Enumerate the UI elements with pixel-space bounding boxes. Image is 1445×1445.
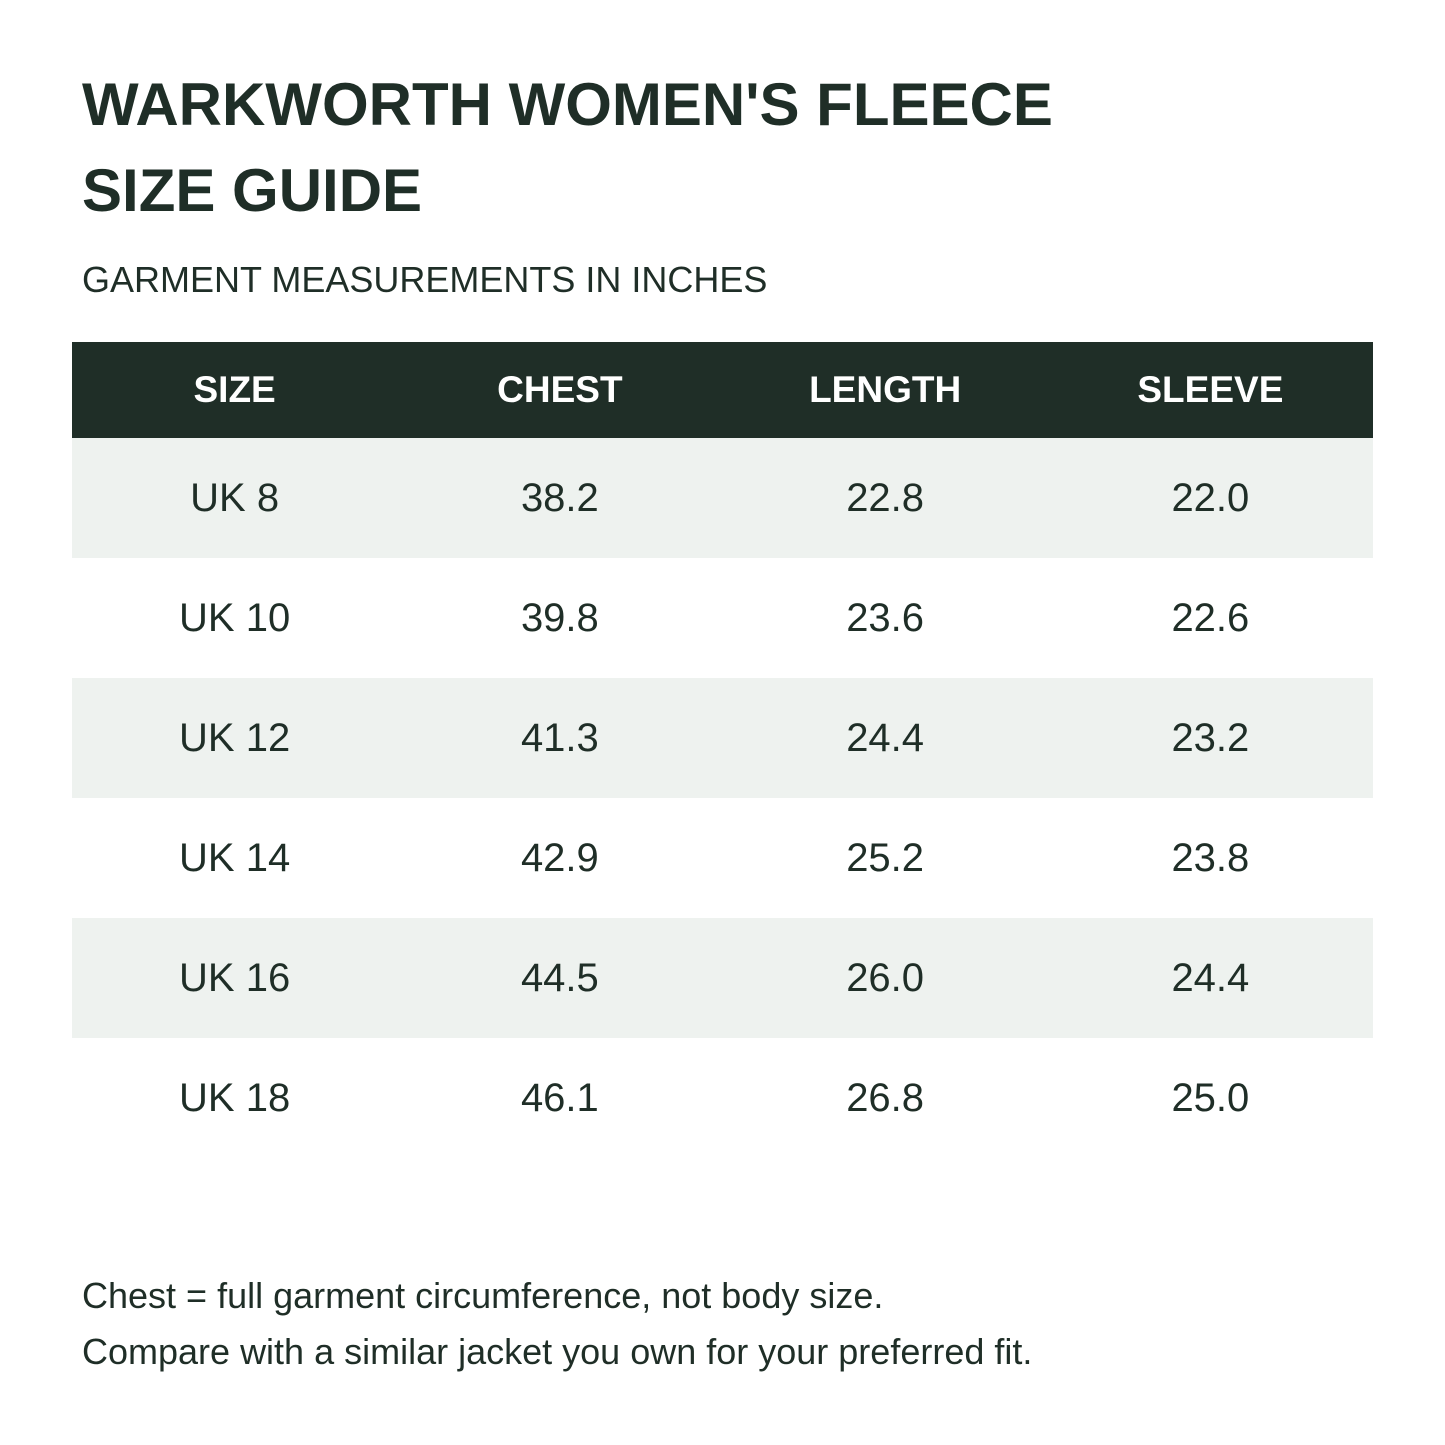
length-cell: 22.8	[722, 438, 1048, 558]
sleeve-cell: 22.0	[1047, 438, 1373, 558]
chest-cell: 41.3	[397, 678, 723, 798]
header-row: SIZE CHEST LENGTH SLEEVE	[72, 342, 1373, 438]
page-title: WARKWORTH WOMEN'S FLEECE SIZE GUIDE	[82, 62, 1053, 234]
chest-note: Chest = full garment circumference, not …	[82, 1275, 884, 1316]
table-row: UK 18 46.1 26.8 25.0	[72, 1038, 1373, 1158]
sleeve-cell: 24.4	[1047, 918, 1373, 1038]
sleeve-cell: 23.2	[1047, 678, 1373, 798]
table-row: UK 16 44.5 26.0 24.4	[72, 918, 1373, 1038]
sleeve-cell: 23.8	[1047, 798, 1373, 918]
chest-cell: 39.8	[397, 558, 723, 678]
size-cell: UK 10	[72, 558, 398, 678]
size-cell: UK 18	[72, 1038, 398, 1158]
size-cell: UK 12	[72, 678, 398, 798]
size-table: SIZE CHEST LENGTH SLEEVE UK 8 38.2 22.8 …	[72, 342, 1373, 1158]
table-row: UK 8 38.2 22.8 22.0	[72, 438, 1373, 558]
table-row: UK 10 39.8 23.6 22.6	[72, 558, 1373, 678]
page-title-line-1: WARKWORTH WOMEN'S FLEECE	[82, 71, 1053, 138]
header-sleeve: SLEEVE	[1047, 342, 1373, 438]
sleeve-cell: 22.6	[1047, 558, 1373, 678]
size-cell: UK 8	[72, 438, 398, 558]
size-cell: UK 14	[72, 798, 398, 918]
length-cell: 26.0	[722, 918, 1048, 1038]
chest-cell: 38.2	[397, 438, 723, 558]
fit-comparison-note: Compare with a similar jacket you own fo…	[82, 1331, 1033, 1372]
length-cell: 24.4	[722, 678, 1048, 798]
header-chest: CHEST	[397, 342, 723, 438]
size-cell: UK 16	[72, 918, 398, 1038]
length-cell: 26.8	[722, 1038, 1048, 1158]
sleeve-cell: 25.0	[1047, 1038, 1373, 1158]
size-table-body: UK 8 38.2 22.8 22.0 UK 10 39.8 23.6 22.6…	[72, 438, 1373, 1158]
page-title-line-2: SIZE GUIDE	[82, 157, 423, 224]
header-size: SIZE	[72, 342, 398, 438]
header-length: LENGTH	[722, 342, 1048, 438]
measurement-units-subtitle: GARMENT MEASUREMENTS IN INCHES	[82, 259, 768, 300]
table-row: UK 12 41.3 24.4 23.2	[72, 678, 1373, 798]
size-table-header: SIZE CHEST LENGTH SLEEVE	[72, 342, 1373, 438]
chest-cell: 46.1	[397, 1038, 723, 1158]
length-cell: 25.2	[722, 798, 1048, 918]
chest-cell: 42.9	[397, 798, 723, 918]
chest-cell: 44.5	[397, 918, 723, 1038]
fit-notes: Chest = full garment circumference, not …	[82, 1268, 1032, 1380]
length-cell: 23.6	[722, 558, 1048, 678]
table-row: UK 14 42.9 25.2 23.8	[72, 798, 1373, 918]
